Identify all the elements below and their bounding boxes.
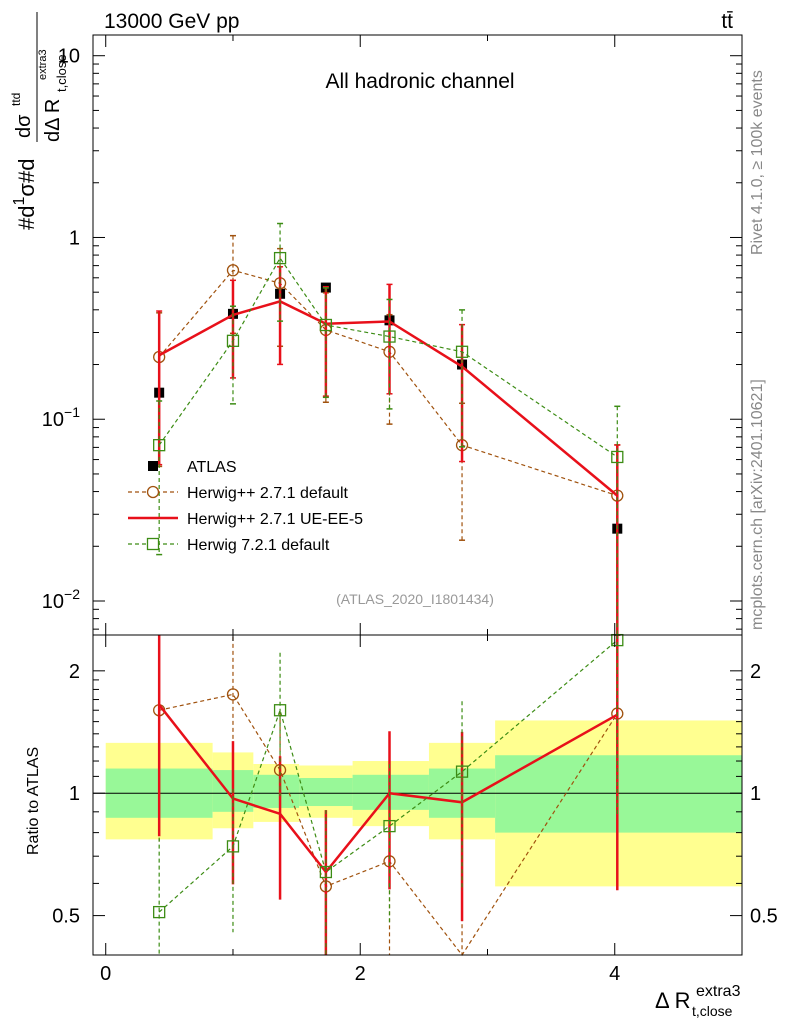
legend-entry-1: Herwig++ 2.7.1 default: [128, 485, 349, 502]
svg-text:t,close: t,close: [692, 1003, 733, 1019]
legend-label: Herwig 7.2.1 default: [187, 537, 330, 554]
data-point: [226, 688, 240, 701]
data-point: [273, 704, 287, 717]
ratio-y-axis-label: Ratio to ATLAS: [25, 747, 42, 855]
y-tick-label: 10−2: [42, 586, 80, 613]
rivet-version-label: Rivet 4.1.0, ≥ 100k events: [749, 70, 766, 255]
legend-entry-2: Herwig++ 2.7.1 UE-EE-5: [128, 511, 363, 528]
y-tick-label: 1: [69, 227, 80, 249]
legend-entry-3: Herwig 7.2.1 default: [128, 537, 330, 554]
svg-text:ttd: ttd: [9, 93, 23, 106]
main-y-axis-label: #d1σ#d dσ ttd dΔ R t,close extra3: [9, 12, 69, 230]
ratio-y-tick-label-right: 0.5: [750, 906, 778, 928]
uncertainty-band-green: [495, 755, 742, 833]
analysis-id-label: (ATLAS_2020_I1801434): [336, 591, 494, 607]
x-axis-label: Δ R extra3 t,close: [655, 983, 741, 1019]
legend-label: Herwig++ 2.7.1 UE-EE-5: [187, 511, 363, 528]
uncertainty-band-green: [299, 778, 353, 807]
legend-marker: [146, 537, 160, 551]
data-point: [226, 840, 240, 853]
legend-label: ATLAS: [187, 459, 237, 476]
ratio-y-tick-label-right: 1: [750, 783, 761, 805]
data-point: [226, 334, 240, 347]
ratio-plot-frame: [92, 634, 743, 956]
data-point: [153, 905, 166, 919]
data-point: [455, 345, 469, 358]
energy-label: 13000 GeV pp: [104, 10, 239, 33]
legend-marker: [146, 485, 160, 499]
data-point: [273, 251, 287, 265]
ratio-y-tick-label-left: 2: [69, 661, 80, 683]
process-label: tt̄: [721, 10, 733, 33]
data-point: [319, 865, 333, 879]
ratio-y-tick-label-left: 1: [69, 783, 80, 805]
legend-entry-0: ATLAS: [148, 459, 237, 476]
svg-text:Δ R: Δ R: [655, 988, 690, 1013]
mcplots-label: mcplots.cern.ch [arXiv:2401.10621]: [749, 379, 766, 630]
chart-title: All hadronic channel: [325, 70, 514, 93]
data-point: [153, 439, 166, 452]
svg-text:extra3: extra3: [37, 49, 49, 80]
x-tick-label: 0: [100, 963, 111, 985]
x-tick-label: 2: [355, 963, 366, 985]
y-tick-label: 10−1: [42, 404, 80, 431]
svg-text:dΔ R: dΔ R: [42, 99, 64, 142]
data-point: [226, 264, 240, 277]
y-tick-label: 10: [58, 46, 80, 68]
ratio-y-tick-label-left: 0.5: [52, 906, 80, 928]
svg-text:dσ: dσ: [13, 114, 35, 138]
uncertainty-band-green: [253, 774, 300, 808]
data-point: [383, 330, 396, 343]
ratio-y-tick-label-right: 2: [750, 661, 761, 683]
svg-text:t,close: t,close: [54, 54, 69, 92]
svg-text:#d1σ#d: #d1σ#d: [11, 159, 39, 230]
data-point: [383, 819, 396, 833]
x-tick-label: 4: [609, 963, 620, 985]
legend-marker: [148, 461, 158, 471]
data-point: [319, 318, 333, 332]
svg-text:extra3: extra3: [696, 983, 741, 1000]
data-point: [455, 765, 469, 778]
legend-label: Herwig++ 2.7.1 default: [187, 485, 349, 502]
data-point: [611, 450, 624, 464]
